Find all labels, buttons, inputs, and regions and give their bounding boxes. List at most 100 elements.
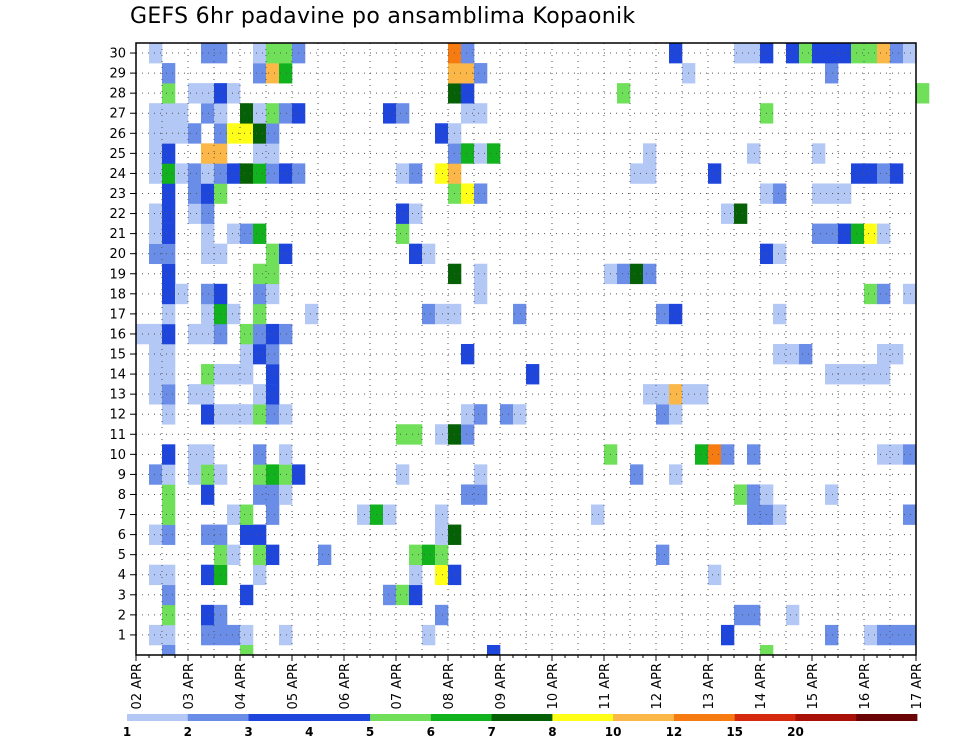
heatmap-cell <box>201 564 215 586</box>
heatmap-cell <box>240 404 254 425</box>
heatmap-cell <box>383 504 397 525</box>
color-legend: 1 2 3 4 5 6 7 8 10 12 15 20 <box>123 714 918 739</box>
heatmap-cell <box>175 283 189 305</box>
legend-label: 8 <box>548 725 556 739</box>
y-tick-label: 14 <box>109 368 126 383</box>
x-tick-label: 15 APR <box>806 663 821 709</box>
heatmap-cell <box>240 103 254 124</box>
y-tick-label: 23 <box>109 187 126 202</box>
heatmap-cell <box>474 103 488 124</box>
y-tick-label: 9 <box>118 468 126 483</box>
heatmap-cell <box>279 43 293 64</box>
heatmap-cell <box>253 564 267 586</box>
heatmap-cell <box>162 243 176 265</box>
heatmap-cell <box>149 143 163 164</box>
heatmap-cell <box>305 303 319 325</box>
heatmap-cell <box>253 123 267 144</box>
heatmap-cell <box>812 143 826 164</box>
heatmap-cell <box>825 63 839 84</box>
legend-swatch <box>795 714 857 721</box>
heatmap-cell <box>656 303 670 325</box>
heatmap-cell <box>877 163 891 184</box>
heatmap-cell <box>630 163 644 184</box>
heatmap-cell <box>253 303 267 325</box>
heatmap-cell <box>240 644 254 656</box>
heatmap-cell <box>396 103 410 124</box>
heatmap-cell <box>643 163 657 184</box>
heatmap-cell <box>396 464 410 485</box>
heatmap-cell <box>240 624 254 646</box>
heatmap-cell <box>227 223 241 244</box>
y-tick-label: 27 <box>109 107 126 122</box>
legend-swatch <box>127 714 189 721</box>
heatmap-cell <box>266 323 280 345</box>
heatmap-cell <box>877 343 891 365</box>
heatmap-cell <box>643 384 657 405</box>
heatmap-cell <box>747 43 761 64</box>
heatmap-cell <box>266 143 280 164</box>
heatmap-cell <box>266 103 280 124</box>
heatmap-cell <box>422 303 436 325</box>
y-tick-label: 20 <box>109 247 126 262</box>
heatmap-cell <box>708 564 722 586</box>
heatmap-cell <box>747 504 761 525</box>
heatmap-cell <box>461 83 475 104</box>
heatmap-cell <box>435 123 449 144</box>
heatmap-cell <box>201 243 215 265</box>
heatmap-cell <box>162 163 176 184</box>
heatmap-cell <box>903 283 917 305</box>
heatmap-cell <box>877 283 891 305</box>
heatmap-cell <box>409 584 423 606</box>
heatmap-cell <box>162 564 176 586</box>
heatmap-cell <box>669 404 683 425</box>
heatmap-cell <box>201 404 215 425</box>
heatmap-cell <box>435 564 449 586</box>
heatmap-cell <box>201 143 215 164</box>
heatmap-cell <box>162 123 176 144</box>
heatmap-cell <box>825 484 839 505</box>
heatmap-cell <box>643 143 657 164</box>
heatmap-cell <box>669 43 683 64</box>
heatmap-cell <box>188 163 202 184</box>
heatmap-cell <box>201 484 215 505</box>
y-tick-label: 13 <box>109 388 126 403</box>
heatmap-cell <box>487 143 501 164</box>
heatmap-cell <box>617 263 631 285</box>
legend-swatch <box>309 714 371 721</box>
y-tick-label: 10 <box>109 448 126 463</box>
x-tick-label: 04 APR <box>234 663 249 709</box>
heatmap-cell <box>266 283 280 305</box>
heatmap-cell <box>201 163 215 184</box>
heatmap-cell <box>162 83 176 104</box>
y-tick-label: 24 <box>109 167 126 182</box>
y-tick-label: 5 <box>118 548 126 563</box>
heatmap-cell <box>799 343 813 365</box>
heatmap-cell <box>253 163 267 184</box>
heatmap-cell <box>513 303 527 325</box>
heatmap-cell <box>786 43 800 64</box>
heatmap-cell <box>825 183 839 204</box>
y-tick-label: 1 <box>118 628 126 643</box>
x-tick-label: 13 APR <box>702 663 717 709</box>
heatmap-cell <box>461 63 475 84</box>
legend-swatch <box>248 714 310 721</box>
legend-label: 15 <box>726 725 743 739</box>
heatmap-cell <box>253 404 267 425</box>
heatmap-cell <box>162 63 176 84</box>
heatmap-cell <box>188 183 202 204</box>
heatmap-cell <box>201 464 215 485</box>
legend-swatch <box>613 714 675 721</box>
heatmap-cell <box>266 123 280 144</box>
heatmap-cell <box>435 303 449 325</box>
heatmap-cell <box>162 323 176 345</box>
y-tick-label: 17 <box>109 307 126 322</box>
heatmap-cell <box>162 604 176 626</box>
y-tick-label: 21 <box>109 227 126 242</box>
heatmap-cell <box>435 524 449 545</box>
heatmap-cell <box>253 544 267 566</box>
y-tick-label: 8 <box>118 488 126 503</box>
legend-label: 12 <box>666 725 683 739</box>
legend-label: 10 <box>605 725 622 739</box>
y-tick-label: 30 <box>109 47 126 62</box>
heatmap-cell <box>656 384 670 405</box>
